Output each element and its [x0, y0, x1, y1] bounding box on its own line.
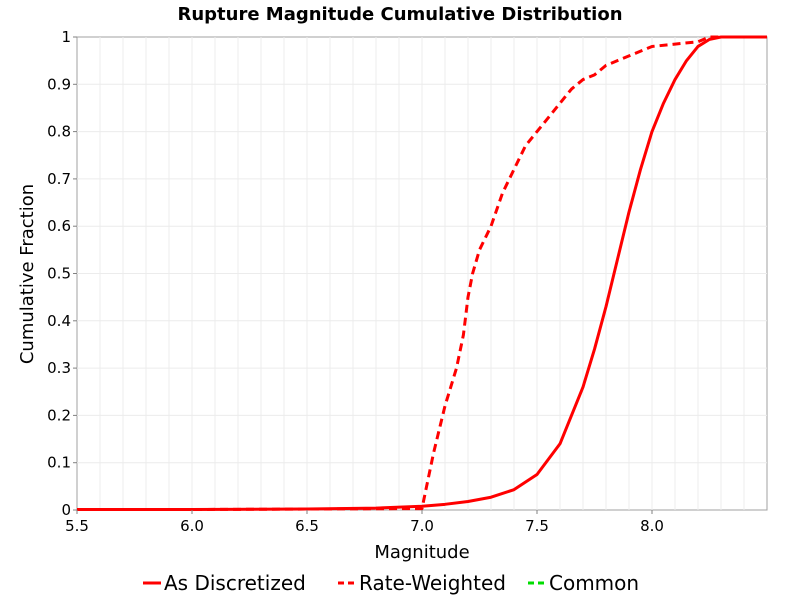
y-tick-label: 0.6: [47, 217, 71, 235]
y-tick-label: 1: [61, 28, 71, 46]
x-tick-label: 5.5: [65, 517, 89, 535]
y-tick-label: 0.7: [47, 170, 71, 188]
y-tick-label: 0.9: [47, 75, 71, 93]
series-line-as-discretized: [77, 35, 767, 512]
y-tick-label: 0.1: [47, 454, 71, 472]
y-axis-ticks: 0 0.1 0.2 0.3 0.4 0.5 0.6 0.7 0.8 0.9 1: [47, 28, 77, 519]
y-tick-label: 0.3: [47, 359, 71, 377]
x-axis-label: Magnitude: [374, 542, 469, 563]
chart-title: Rupture Magnitude Cumulative Distributio…: [177, 4, 622, 25]
y-tick-label: 0.4: [47, 312, 71, 330]
y-tick-label: 0.5: [47, 265, 71, 283]
y-tick-label: 0.8: [47, 123, 71, 141]
legend-label-as-discretized: As Discretized: [164, 571, 306, 595]
series-line-rate-weighted: [77, 35, 767, 512]
x-tick-label: 7.5: [525, 517, 549, 535]
x-axis-ticks: 5.5 6.0 6.5 7.0 7.5 8.0: [65, 510, 664, 535]
series-layer: [77, 35, 767, 512]
legend: As Discretized Rate-Weighted Common: [143, 571, 639, 595]
y-tick-label: 0.2: [47, 406, 71, 424]
y-axis-label: Cumulative Fraction: [17, 184, 38, 364]
grid-lines: [77, 37, 767, 510]
x-tick-label: 6.0: [180, 517, 204, 535]
x-tick-label: 7.0: [410, 517, 434, 535]
x-tick-label: 8.0: [640, 517, 664, 535]
legend-label-common: Common: [549, 571, 639, 595]
x-tick-label: 6.5: [295, 517, 319, 535]
legend-label-rate-weighted: Rate-Weighted: [359, 571, 506, 595]
y-tick-label: 0: [61, 501, 71, 519]
